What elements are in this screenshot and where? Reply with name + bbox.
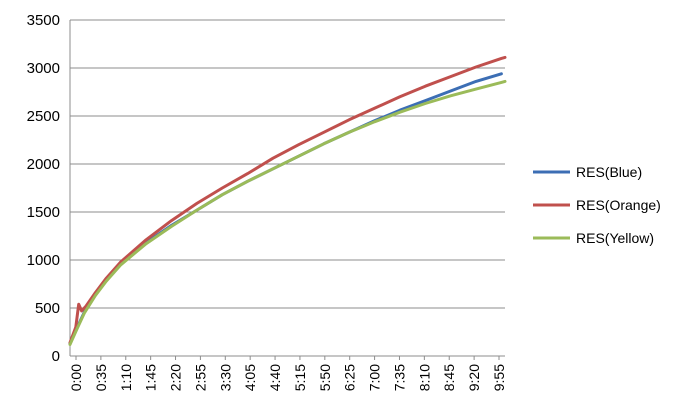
x-tick-label: 4:05: [242, 364, 258, 391]
x-tick-label: 0:00: [68, 364, 84, 391]
x-tick-label: 9:20: [466, 364, 482, 391]
x-tick-label: 1:10: [118, 364, 134, 391]
series-line-2: [68, 55, 507, 345]
legend-label-1: RES(Blue): [576, 164, 642, 180]
x-tick-label: 7:00: [367, 364, 383, 391]
x-tick-label: 2:55: [192, 364, 208, 391]
x-tick-label: 5:50: [317, 364, 333, 391]
x-tick-label: 1:45: [143, 364, 159, 391]
x-tick-label: 4:40: [267, 364, 283, 391]
grid-lines: [70, 19, 505, 309]
y-tick-label: 0: [52, 348, 60, 365]
x-tick-label: 8:45: [441, 364, 457, 391]
legend-label-2: RES(Orange): [576, 197, 661, 213]
x-tick-label: 6:25: [342, 364, 358, 391]
y-tick-label: 2500: [27, 108, 60, 125]
x-axis-tick-labels: 0:00 0:35 1:10 1:45 2:20 2:55 3:30 4:05 4:40 5:15…: [68, 364, 507, 391]
y-tick-label: 2000: [27, 156, 60, 173]
series-lines: [68, 55, 507, 346]
y-tick-label: 500: [35, 300, 60, 317]
series-line-3: [68, 79, 507, 346]
series-line-1: [68, 72, 503, 345]
x-tick-label: 2:20: [168, 364, 184, 391]
legend-label-3: RES(Yellow): [576, 230, 654, 246]
x-tick-label: 7:35: [391, 364, 407, 391]
x-tick-label: 8:10: [416, 364, 432, 391]
x-tick-label: 3:30: [217, 364, 233, 391]
axes: [69, 20, 505, 360]
y-axis-tick-labels: 0 500 1000 1500 2000 2500 3000 3500: [27, 12, 60, 365]
legend: RES(Blue) RES(Orange) RES(Yellow): [533, 164, 661, 246]
x-tick-label: 9:55: [491, 364, 507, 391]
y-tick-label: 3000: [27, 60, 60, 77]
x-tick-label: 5:15: [292, 364, 308, 391]
y-tick-label: 1500: [27, 204, 60, 221]
x-tick-label: 0:35: [93, 364, 109, 391]
y-tick-label: 1000: [27, 252, 60, 269]
y-tick-label: 3500: [27, 12, 60, 29]
